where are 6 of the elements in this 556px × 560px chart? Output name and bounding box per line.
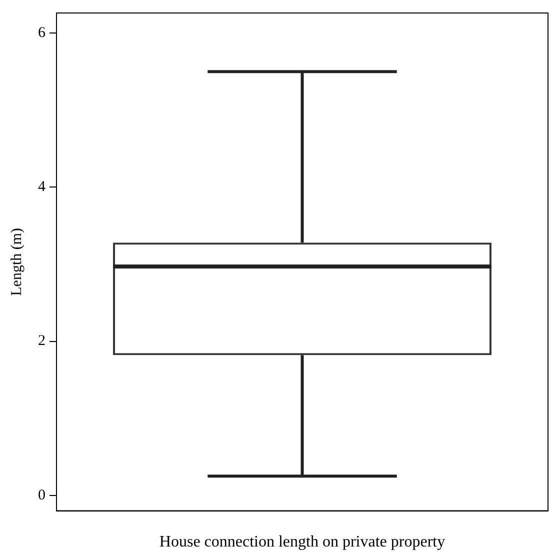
y-tick-label: 2: [38, 333, 46, 350]
y-tick-label: 6: [38, 24, 46, 41]
x-axis-title: House connection length on private property: [159, 534, 446, 551]
y-tick-label: 4: [38, 179, 46, 196]
y-tick-label: 0: [38, 487, 46, 504]
y-axis-title: Length (m): [8, 228, 25, 296]
